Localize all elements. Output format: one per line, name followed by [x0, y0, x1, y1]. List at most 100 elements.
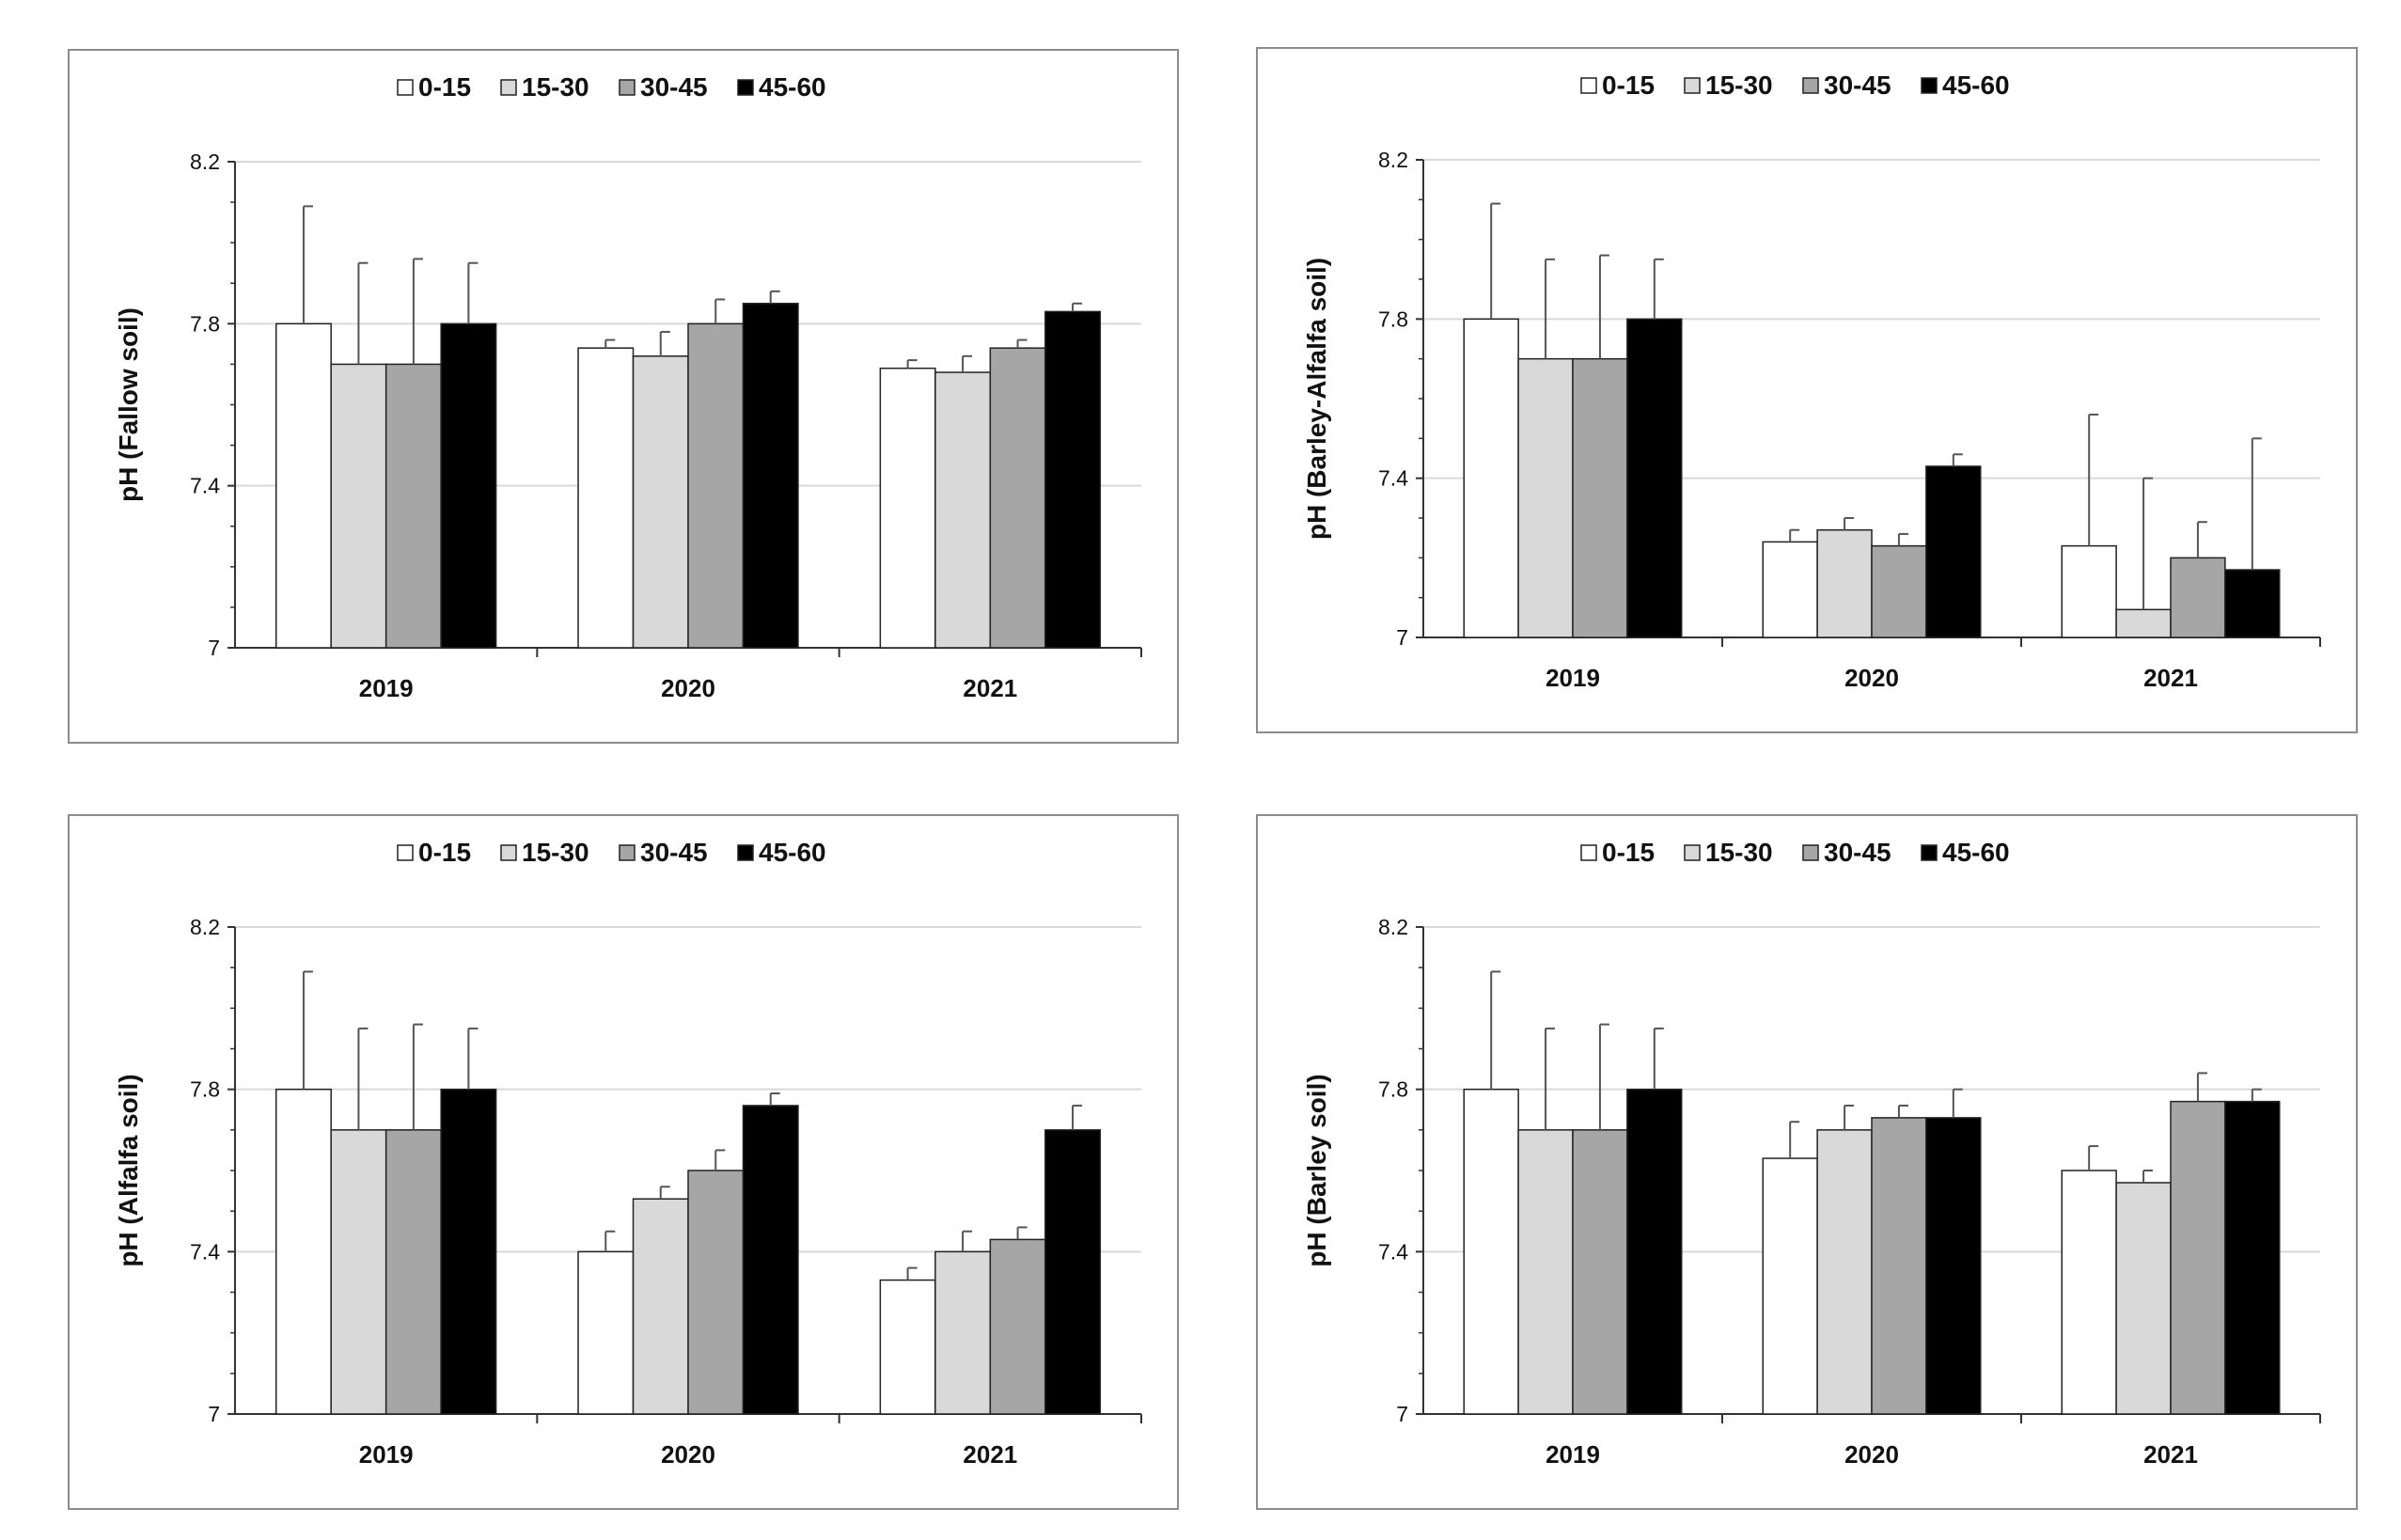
y-tick-label: 8.2	[190, 149, 220, 174]
bar-45-60	[1626, 318, 1683, 638]
y-tick-label: 7	[208, 1402, 220, 1426]
legend-swatch-30-45	[619, 79, 636, 96]
bar-45-60	[1044, 1129, 1102, 1415]
y-tick-label: 7	[208, 636, 220, 660]
x-category-label: 2021	[963, 1440, 1017, 1469]
y-tick-label: 7.4	[190, 1239, 220, 1264]
chart-panel-barley-soil: 7 7.4 7.8 8.2 2019 2020 2021 pH (Barley soil) 0-…	[1256, 814, 2358, 1510]
y-tick-label: 7.8	[1378, 1077, 1408, 1102]
legend-label-15-30: 15-30	[522, 72, 589, 102]
bar-15-30	[1517, 357, 1574, 638]
legend-label-30-45: 30-45	[640, 72, 708, 102]
legend-swatch-30-45	[1802, 77, 1819, 94]
bar-15-30	[1816, 528, 1873, 638]
y-tick-label: 7	[1396, 1402, 1408, 1426]
chart-fallow-soil: 7 7.4 7.8 8.2 2019 2020 2021 pH (Fallow soil) 0-…	[114, 72, 1142, 702]
bar-30-45	[384, 363, 442, 649]
y-tick-label: 7.8	[190, 1077, 220, 1102]
legend-label-30-45: 30-45	[1824, 71, 1891, 100]
x-category-label: 2021	[2143, 1440, 2198, 1469]
legend-swatch-30-45	[619, 844, 636, 861]
legend-label-30-45: 30-45	[640, 838, 708, 867]
bar-15-30	[632, 355, 689, 649]
x-category-label: 2020	[1844, 664, 1899, 692]
bar-15-30	[330, 363, 387, 649]
bar-15-30	[934, 371, 992, 649]
legend-swatch-0-15	[1580, 844, 1597, 861]
bar-0-15	[2061, 1170, 2117, 1415]
legend-label-45-60: 45-60	[759, 72, 826, 102]
legend: 0-15 15-30 30-45 45-60	[397, 72, 826, 102]
x-category-label: 2019	[1546, 1440, 1600, 1469]
y-tick-label: 7	[1396, 625, 1408, 650]
x-category-label: 2021	[2143, 664, 2198, 692]
y-tick-label: 7.8	[1378, 306, 1408, 331]
x-category-label: 2021	[963, 674, 1017, 702]
legend-swatch-0-15	[1580, 77, 1597, 94]
y-tick-label: 7.4	[1378, 466, 1408, 491]
bar-30-45	[2170, 557, 2226, 638]
bar-15-30	[1816, 1129, 1873, 1415]
y-tick-label: 7.4	[190, 474, 220, 498]
bar-0-15	[577, 1250, 635, 1415]
bar-45-60	[2224, 1100, 2281, 1415]
bar-0-15	[1762, 1157, 1818, 1415]
x-category-label: 2019	[359, 1440, 414, 1469]
x-category-label: 2019	[1546, 664, 1600, 692]
bar-0-15	[1762, 541, 1818, 638]
bar-30-45	[1572, 1129, 1628, 1415]
x-category-label: 2020	[661, 674, 715, 702]
bar-0-15	[879, 367, 936, 649]
legend-label-45-60: 45-60	[1942, 838, 2010, 867]
bar-30-45	[989, 1238, 1046, 1415]
legend-swatch-15-30	[500, 79, 517, 96]
legend-label-0-15: 0-15	[1602, 71, 1655, 100]
bar-30-45	[1871, 1117, 1927, 1415]
chart-panel-fallow-soil: 7 7.4 7.8 8.2 2019 2020 2021 pH (Fallow soil) 0-…	[68, 49, 1179, 744]
y-tick-label: 8.2	[1378, 915, 1408, 939]
bar-15-30	[632, 1198, 689, 1415]
bar-30-45	[384, 1129, 442, 1415]
bar-45-60	[1626, 1088, 1683, 1415]
bar-45-60	[440, 1088, 497, 1415]
bar-0-15	[2061, 544, 2117, 638]
bar-30-45	[989, 347, 1046, 649]
legend-swatch-45-60	[1921, 77, 1938, 94]
legend-swatch-0-15	[397, 79, 414, 96]
legend-label-0-15: 0-15	[1602, 838, 1655, 867]
legend-swatch-45-60	[737, 79, 754, 96]
bar-45-60	[742, 1105, 799, 1415]
bar-15-30	[2115, 608, 2172, 638]
bar-0-15	[1463, 1088, 1519, 1415]
y-tick-label: 7.4	[1378, 1239, 1408, 1264]
bar-0-15	[275, 1088, 332, 1415]
chart-barley-soil: 7 7.4 7.8 8.2 2019 2020 2021 pH (Barley soil) 0-…	[1302, 838, 2321, 1469]
chart-barley-alfalfa-soil: 7 7.4 7.8 8.2 2019 2020 2021 pH (Barley-Alfalfa…	[1302, 71, 2321, 692]
y-axis-title: pH (Fallow soil)	[114, 307, 143, 502]
legend-swatch-30-45	[1802, 844, 1819, 861]
legend-swatch-45-60	[1921, 844, 1938, 861]
legend-label-0-15: 0-15	[418, 72, 471, 102]
x-category-label: 2020	[661, 1440, 715, 1469]
y-axis-title: pH (Barley soil)	[1302, 1074, 1331, 1266]
legend-swatch-0-15	[397, 844, 414, 861]
bar-30-45	[687, 1170, 745, 1415]
bar-45-60	[1925, 465, 1982, 638]
bar-30-45	[2170, 1100, 2226, 1415]
legend-label-15-30: 15-30	[1705, 71, 1773, 100]
bar-0-15	[1463, 318, 1519, 638]
bar-45-60	[2224, 569, 2281, 638]
bar-15-30	[1517, 1129, 1574, 1415]
legend-label-15-30: 15-30	[522, 838, 589, 867]
bar-45-60	[742, 303, 799, 649]
legend-label-0-15: 0-15	[418, 838, 471, 867]
bar-15-30	[330, 1129, 387, 1415]
legend-label-30-45: 30-45	[1824, 838, 1891, 867]
legend-swatch-45-60	[737, 844, 754, 861]
bar-0-15	[879, 1279, 936, 1415]
y-tick-label: 8.2	[1378, 148, 1408, 172]
legend-label-45-60: 45-60	[759, 838, 826, 867]
x-category-label: 2019	[359, 674, 414, 702]
y-axis-title: pH (Barley-Alfalfa soil)	[1302, 258, 1331, 540]
bar-30-45	[687, 322, 745, 649]
